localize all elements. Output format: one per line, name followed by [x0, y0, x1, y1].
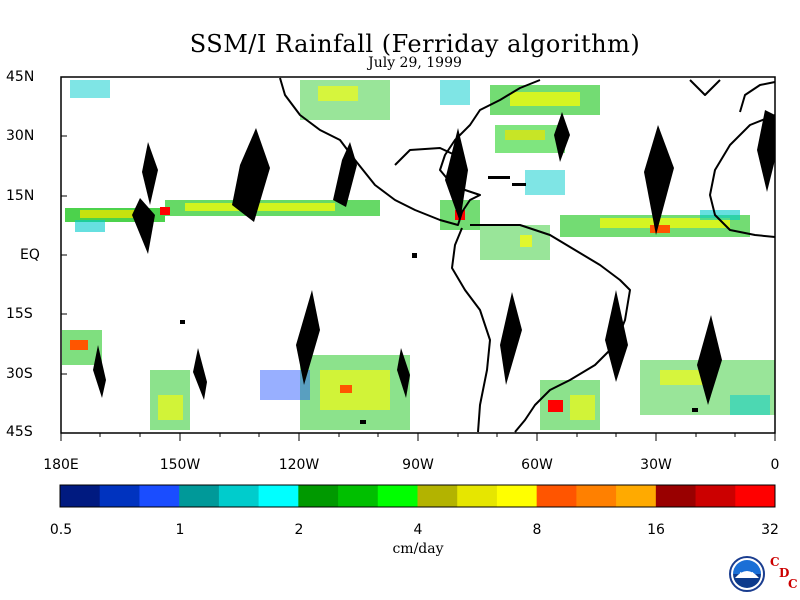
colorbar-swatch: [735, 485, 776, 507]
lat-label-15s: 15S: [6, 306, 33, 322]
colorbar-swatch: [258, 485, 299, 507]
colorbar-swatch: [99, 485, 140, 507]
colorbar-label-4: 4: [413, 522, 423, 538]
cdc-letter-c2: C: [788, 577, 798, 591]
colorbar-swatch: [576, 485, 617, 507]
greenland-coast: [689, 79, 721, 96]
lat-label-45s: 45S: [6, 424, 33, 440]
africa-coast: [709, 114, 776, 238]
lon-label-60w: 60W: [521, 457, 553, 473]
cdc-letter-c1: C: [770, 555, 780, 569]
lon-label-0: 0: [770, 457, 780, 473]
orbit-gaps: [93, 110, 775, 405]
colorbar-swatch: [417, 485, 458, 507]
colorbar-label-16: 16: [647, 522, 665, 538]
axis-ticks: [60, 76, 776, 441]
colorbar-swatch: [338, 485, 379, 507]
lat-label-15n: 15N: [6, 188, 35, 204]
colorbar-swatch: [179, 485, 220, 507]
colorbar-swatch: [695, 485, 736, 507]
lon-label-120w: 120W: [278, 457, 320, 473]
colorbar: [59, 484, 776, 508]
noaa-logo-text: NOAA: [740, 572, 755, 578]
colorbar-label-8: 8: [532, 522, 542, 538]
rainfall-field: [62, 80, 775, 430]
colorbar-swatch: [536, 485, 577, 507]
lat-label-30s: 30S: [6, 366, 33, 382]
colorbar-swatch: [655, 485, 697, 507]
itcz-pacific-rain: [65, 200, 380, 232]
colorbar-units: cm/day: [392, 541, 444, 557]
colorbar-swatch: [496, 485, 538, 507]
coastlines: [279, 77, 776, 433]
colorbar-swatch: [616, 485, 657, 507]
colorbar-swatch: [298, 485, 339, 507]
lat-label-eq: EQ: [20, 247, 40, 263]
south-atlantic-rain: [540, 360, 775, 430]
colorbar-swatch: [60, 485, 101, 507]
map-date: July 29, 1999: [368, 55, 462, 71]
colorbar-swatch: [218, 485, 260, 507]
colorbar-label-1: 1: [175, 522, 185, 538]
colorbar-label-2: 2: [294, 522, 304, 538]
colorbar-swatch: [457, 485, 498, 507]
lat-label-30n: 30N: [6, 128, 35, 144]
cdc-letter-d: D: [779, 566, 790, 580]
lat-label-45n: 45N: [6, 69, 35, 85]
map-title: SSM/I Rainfall (Ferriday algorithm): [189, 30, 641, 58]
lon-label-90w: 90W: [402, 457, 434, 473]
europe-coast: [739, 81, 776, 113]
north-america-coast: [279, 77, 541, 226]
colorbar-label-0-5: 0.5: [49, 522, 73, 538]
colorbar-label-32: 32: [761, 522, 779, 538]
islands: [180, 176, 698, 424]
colorbar-frame: [59, 484, 776, 508]
lon-label-150w: 150W: [159, 457, 201, 473]
lon-label-30w: 30W: [640, 457, 672, 473]
colorbar-swatch: [377, 485, 418, 507]
south-america-coast: [451, 224, 631, 433]
north-atlantic-rain: [70, 80, 600, 153]
colorbar-swatch: [139, 485, 180, 507]
gulf-of-mexico-coast: [394, 147, 456, 166]
lon-label-180e: 180E: [43, 457, 79, 473]
noaa-logo: NOAA: [729, 556, 765, 592]
south-pacific-rain: [62, 330, 410, 430]
